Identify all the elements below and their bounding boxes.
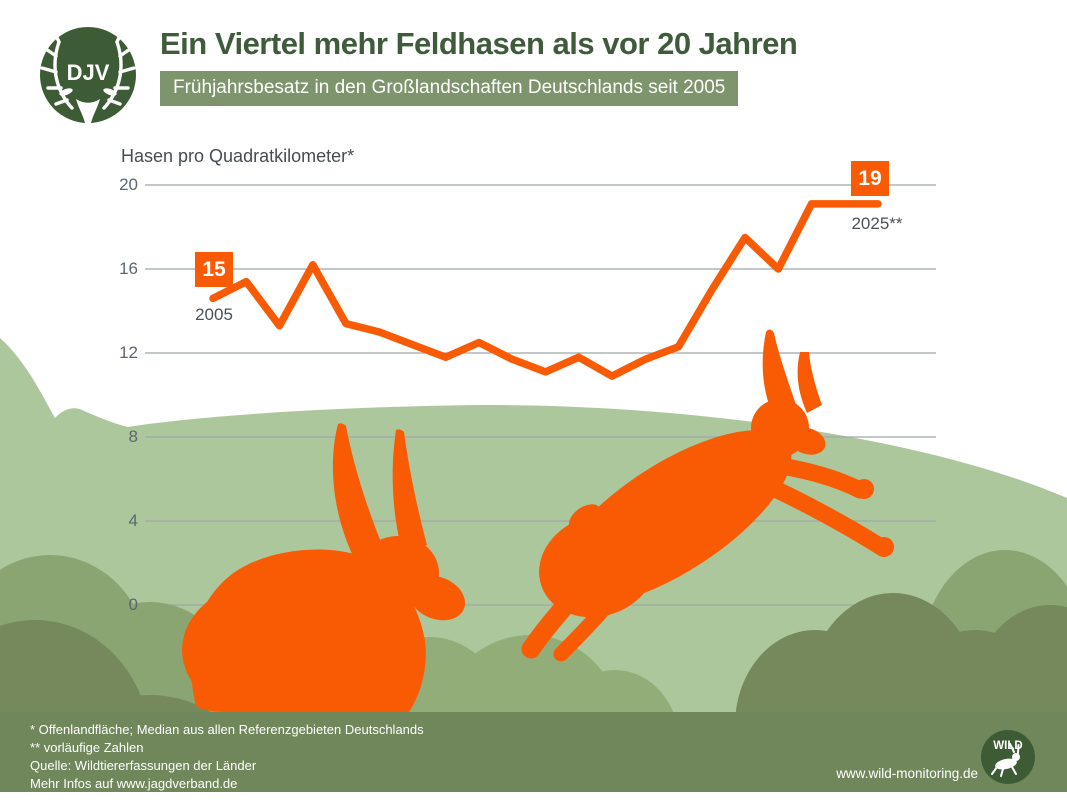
footnote-line: Mehr Infos auf www.jagdverband.de: [30, 776, 238, 791]
hare-ear-icon: [392, 429, 427, 554]
bottom-white-strip: [0, 792, 1067, 800]
djv-logo-text: DJV: [67, 60, 110, 85]
wild-logo: WILD: [981, 730, 1035, 784]
deer-head-icon: [76, 99, 100, 131]
hare-tail: [568, 504, 602, 532]
start-year-label: 2005: [195, 305, 233, 324]
y-tick-label: 20: [119, 175, 138, 194]
hare-snout: [788, 427, 826, 455]
hare-haunch: [182, 582, 354, 718]
running-hare-icon: [991, 743, 1020, 777]
footnote-line: * Offenlandfläche; Median aus allen Refe…: [30, 722, 424, 737]
footer-band: [0, 712, 1067, 792]
page-title: Ein Viertel mehr Feldhasen als vor 20 Ja…: [160, 26, 798, 61]
footnote-line: ** vorläufige Zahlen: [30, 740, 144, 755]
y-tick-label: 12: [119, 343, 138, 362]
line-series: [209, 200, 882, 380]
djv-logo: DJV: [40, 27, 136, 131]
leaping-hare-silhouette: [521, 329, 894, 662]
wild-logo-circle: [981, 730, 1035, 784]
hare-front-leg: [759, 455, 869, 499]
y-tick-label: 8: [128, 427, 138, 446]
antlers-icon: [40, 29, 136, 110]
wild-logo-text: WILD: [993, 740, 1022, 752]
footnote-line: Quelle: Wildtiererfassungen der Länder: [30, 758, 257, 773]
y-tick-label: 0: [128, 595, 138, 614]
hare-ear-icon: [762, 329, 799, 426]
y-axis-title: Hasen pro Quadratkilometer*: [121, 146, 355, 166]
hare-front-leg: [336, 630, 370, 712]
y-tick-label: 16: [119, 259, 138, 278]
laurel-leaf-icon: [103, 88, 117, 96]
start-value-badge: 15: [195, 252, 233, 287]
hare-ear-icon: [797, 352, 822, 413]
end-value-badge: 19: [851, 161, 889, 196]
end-year-label: 2025**: [851, 214, 903, 233]
monitoring-website-url: www.wild-monitoring.de: [836, 766, 978, 781]
hare-snout: [408, 575, 466, 621]
subtitle-banner: Frühjahrsbesatz in den Großlandschaften …: [160, 71, 739, 106]
hare-front-paw: [874, 537, 894, 557]
sitting-hare-silhouette: [182, 423, 466, 718]
hare-hind-foot: [247, 693, 383, 717]
hare-front-leg: [751, 473, 890, 556]
y-tick-label: 4: [128, 511, 138, 530]
footnotes: * Offenlandfläche; Median aus allen Refe…: [30, 721, 424, 793]
hare-front-paw: [854, 479, 874, 499]
laurel-leaf-icon: [59, 88, 73, 96]
hare-hind-leg: [521, 586, 584, 659]
hare-hind-leg: [553, 604, 609, 662]
hare-ear-icon: [332, 423, 381, 562]
